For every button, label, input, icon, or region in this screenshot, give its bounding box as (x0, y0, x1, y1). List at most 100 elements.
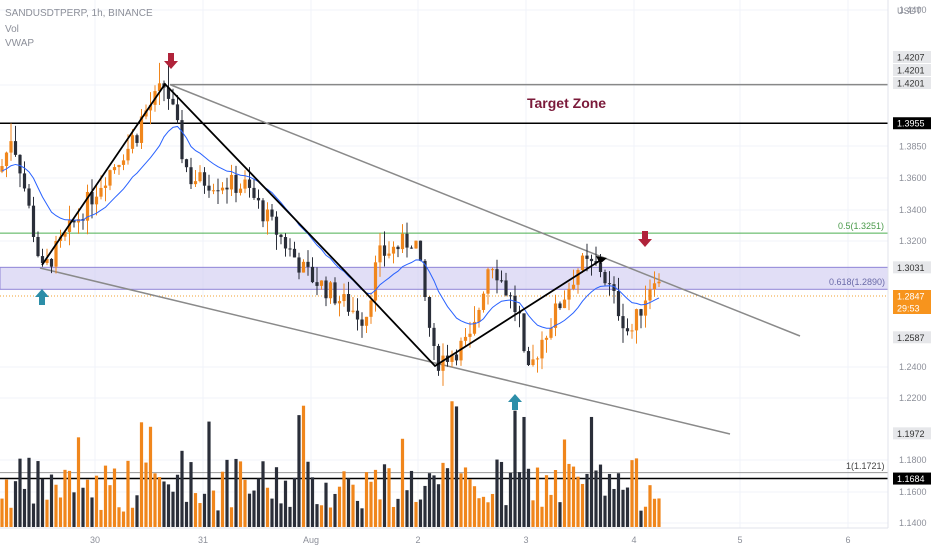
candle-body (585, 255, 589, 259)
volume-bar (112, 468, 117, 527)
vwap-indicator-label[interactable]: VWAP (5, 38, 35, 49)
volume-bar (634, 458, 639, 527)
volume-bar (90, 497, 94, 527)
volume-bar (544, 475, 549, 527)
candle-body (135, 135, 139, 143)
candle-body (342, 294, 346, 302)
volume-bar (540, 506, 544, 527)
volume-bar (193, 493, 198, 527)
candle-body (639, 309, 643, 316)
volume-bar (234, 458, 238, 527)
volume-bar (531, 500, 535, 527)
y-tick-label: 1.1800 (899, 455, 927, 465)
candle-body (657, 281, 661, 284)
candle-body (126, 148, 130, 161)
volume-bar (247, 493, 252, 527)
volume-bar (13, 481, 18, 527)
volume-bar (220, 471, 225, 527)
volume-indicator-label[interactable]: Vol (5, 24, 19, 35)
volume-bar (432, 475, 436, 527)
volume-bar (166, 484, 171, 527)
candle-body (544, 337, 549, 340)
volume-bar (567, 463, 571, 527)
candle-body (216, 190, 220, 192)
volume-bar (153, 473, 157, 527)
candle-body (369, 300, 373, 317)
volume-bar (387, 468, 391, 527)
candle-body (54, 240, 58, 267)
candle-body (18, 154, 22, 174)
arrow-down-right (638, 231, 652, 247)
volume-bar (270, 498, 274, 527)
volume-bar (468, 479, 472, 527)
volume-bar (571, 466, 576, 527)
volume-bar (378, 499, 382, 527)
candle-body (157, 83, 162, 92)
candle-body (22, 173, 27, 189)
candle-body (247, 179, 252, 188)
volume-bar (414, 501, 418, 527)
candle-body (481, 293, 486, 310)
price-tag-bg (893, 51, 931, 63)
volume-bar (256, 478, 261, 527)
price-tag-bg (893, 427, 931, 440)
candle-body (400, 233, 405, 250)
candle-body (432, 327, 436, 346)
candle-body (27, 188, 31, 206)
volume-bar (454, 406, 459, 527)
candle-body (103, 185, 108, 188)
price-tag-label: 1.1972 (897, 429, 925, 439)
candle-body (94, 196, 99, 205)
volume-bar (49, 474, 54, 527)
target-zone-label: Target Zone (527, 95, 607, 111)
zigzag-arrowhead (596, 256, 607, 264)
volume-bar (594, 470, 598, 527)
volume-bar (405, 490, 409, 527)
candle-body (63, 231, 67, 237)
candle-body (202, 172, 207, 186)
volume-bar (18, 458, 22, 527)
arrow-down-top (164, 53, 178, 69)
price-tag-label: 1.2587 (897, 333, 925, 343)
volume-bar (306, 461, 310, 527)
candle-body (562, 299, 567, 309)
candle-body (387, 253, 391, 256)
candle-body (598, 263, 603, 273)
candle-body (292, 248, 297, 258)
price-tag-bg (893, 117, 931, 130)
candle-body (459, 340, 463, 361)
volume-bar (252, 490, 256, 527)
channel-lower (39, 267, 731, 435)
candle-body (508, 295, 513, 297)
candle-body (310, 266, 315, 283)
candle-body (625, 328, 630, 332)
candle-body (139, 116, 144, 143)
volume-bar (229, 507, 234, 527)
price-tag-bg (893, 290, 931, 302)
candle-body (648, 289, 652, 301)
volume-bar (135, 495, 139, 527)
candle-body (148, 104, 153, 111)
price-tag-label: 1.4207 (897, 53, 925, 63)
volume-bar (495, 459, 499, 527)
candle-body (99, 187, 103, 197)
volume-bar (103, 465, 108, 527)
volume-bar (315, 504, 319, 527)
candle-body (468, 333, 472, 337)
candle-body (346, 294, 351, 312)
volume-bar (477, 498, 481, 527)
volume-bar (355, 500, 360, 527)
candle-body (211, 190, 216, 192)
candle-body (441, 355, 445, 371)
arrow-up-mid (508, 394, 522, 410)
y-tick-label: 1.3850 (899, 142, 927, 152)
y-tick-label: 1.2200 (899, 393, 927, 403)
volume-bar (418, 499, 423, 527)
candle-body (531, 359, 535, 366)
candle-body (0, 166, 4, 172)
candle-body (436, 345, 441, 371)
candle-body (499, 280, 504, 282)
candle-body (337, 301, 342, 304)
candle-body (265, 209, 270, 222)
